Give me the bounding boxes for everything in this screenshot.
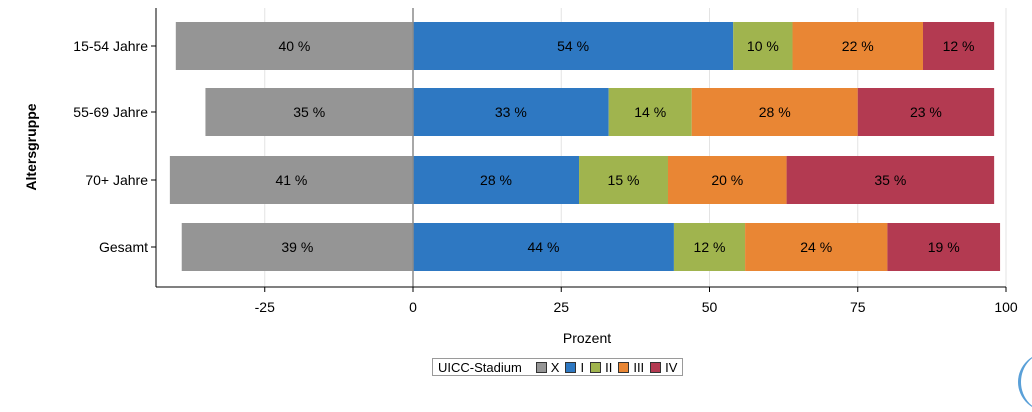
legend-swatch [590, 361, 602, 373]
bar-value-label: 39 % [281, 239, 313, 255]
bar-labels: 40 % 54 % 10 % 22 % 12 % 35 % 33 % 14 % 28 % 23 %… [275, 38, 974, 255]
legend-label: I [580, 359, 585, 375]
tick-labels: 15-54 Jahre 55-69 Jahre 70+ Jahre Gesamt -25… [73, 38, 1018, 315]
legend-swatch [650, 361, 662, 373]
legend-item-iii: III [618, 360, 644, 375]
legend-label: II [605, 359, 613, 375]
bar-value-label: 40 % [278, 38, 310, 54]
bar-value-label: 14 % [634, 104, 666, 120]
bar-x [175, 22, 413, 70]
bar-value-label: 19 % [928, 239, 960, 255]
legend-items: X I II III IV [530, 359, 677, 375]
bar-value-label: 35 % [293, 104, 325, 120]
legend-item-ii: II [590, 360, 612, 375]
y-tick-label: 15-54 Jahre [73, 38, 148, 54]
bar-x [181, 223, 413, 271]
bar-ii [579, 156, 668, 204]
axes [151, 8, 1007, 292]
bar-value-label: 28 % [480, 172, 512, 188]
bar-i [413, 156, 580, 204]
bar-i [413, 223, 674, 271]
x-tick-label: 100 [994, 299, 1018, 315]
x-tick-label: 75 [850, 299, 866, 315]
bar-iii [745, 223, 888, 271]
legend-item-x: X [535, 359, 560, 375]
x-tick-label: 25 [553, 299, 569, 315]
bar-x [205, 88, 413, 136]
legend-swatch [618, 361, 630, 373]
bar-ii [733, 22, 793, 70]
bar-value-label: 12 % [943, 38, 975, 54]
legend-swatch [565, 361, 577, 373]
bar-value-label: 35 % [874, 172, 906, 188]
x-tick-label: 0 [409, 299, 417, 315]
bar-iv [857, 88, 995, 136]
y-tick-label: Gesamt [99, 239, 148, 255]
bar-value-label: 15 % [608, 172, 640, 188]
legend: UICC-Stadium X I II III IV [432, 358, 684, 376]
bars [169, 22, 1001, 271]
bar-i [413, 22, 734, 70]
bar-value-label: 12 % [694, 239, 726, 255]
bar-iii [667, 156, 787, 204]
bar-iv [887, 223, 1001, 271]
x-axis-label: Prozent [563, 330, 611, 346]
bar-value-label: 44 % [527, 239, 559, 255]
bar-ii [608, 88, 692, 136]
bar-iii [691, 88, 858, 136]
bar-value-label: 33 % [495, 104, 527, 120]
bar-ii [673, 223, 746, 271]
legend-item-iv: IV [650, 360, 677, 375]
bar-chart: 40 % 54 % 10 % 22 % 12 % 35 % 33 % 14 % 28 % 23 %… [23, 8, 1018, 346]
bar-iv [922, 22, 995, 70]
legend-label: III [633, 359, 645, 375]
legend-label: IV [665, 359, 678, 375]
bar-value-label: 23 % [910, 104, 942, 120]
bar-value-label: 28 % [759, 104, 791, 120]
bar-i [413, 88, 609, 136]
x-tick-label: -25 [255, 299, 275, 315]
bar-value-label: 41 % [275, 172, 307, 188]
bar-value-label: 20 % [711, 172, 743, 188]
legend-title: UICC-Stadium [438, 359, 522, 375]
bar-value-label: 10 % [747, 38, 779, 54]
bar-iv [786, 156, 995, 204]
bar-value-label: 24 % [800, 239, 832, 255]
bar-iii [792, 22, 923, 70]
legend-swatch [535, 361, 547, 373]
bar-value-label: 22 % [842, 38, 874, 54]
legend-label: X [550, 359, 560, 375]
x-tick-label: 50 [702, 299, 718, 315]
legend-item-i: I [565, 360, 584, 375]
bar-value-label: 54 % [557, 38, 589, 54]
y-tick-label: 70+ Jahre [85, 172, 148, 188]
bar-x [169, 156, 413, 204]
y-axis-label: Altersgruppe [23, 103, 39, 190]
y-tick-label: 55-69 Jahre [73, 104, 148, 120]
